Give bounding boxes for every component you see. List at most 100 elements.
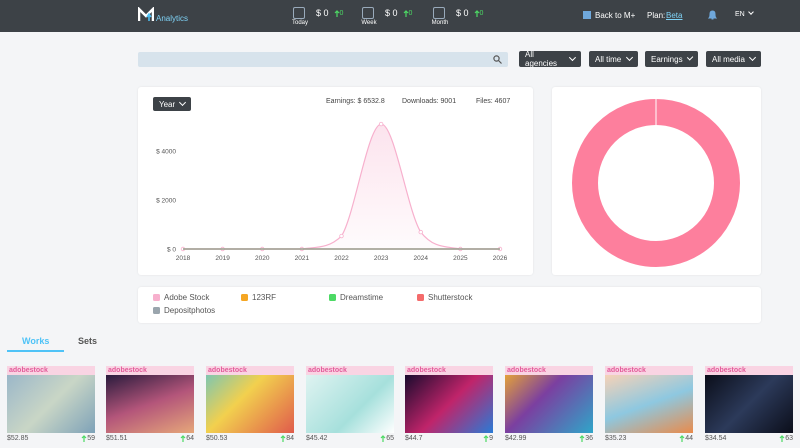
agency-label: adobestock [605,366,693,375]
up-arrow [679,435,685,442]
donut-segment [572,99,740,267]
arrow-shape [579,435,585,442]
filter-dropdown[interactable]: All agencies [519,50,581,68]
line-chart: $ 0 $ 2000 $ 4000 2018 2019 2020 2021 2022 2023 2… [156,121,508,262]
arrow-shape [779,435,785,442]
donut-chart [572,99,740,267]
up-arrow [180,435,186,442]
legend-item[interactable]: Adobe Stock [153,293,241,302]
up-arrow [334,9,339,17]
x-tick-label: 2025 [453,255,468,262]
arrow-shape [474,9,479,17]
legend-label: Adobe Stock [164,293,210,302]
arrow-shape [403,9,408,17]
y-tick-label: $ 2000 [156,198,176,205]
pie-card [552,87,761,275]
downloads-value: 64 [186,435,194,442]
legend-swatch [241,294,248,301]
work-card[interactable]: adobestock $42.99 36 [505,366,593,448]
legend-label: Dreamstime [340,293,384,302]
work-card[interactable]: adobestock $44.7 9 [405,366,493,448]
caret [686,54,694,61]
x-tick-label: 2019 [215,255,230,262]
caret [569,54,577,61]
x-tick-label: 2021 [295,255,310,262]
up-arrow [380,435,386,442]
work-footer: $45.42 65 [306,435,394,442]
period: Year [159,99,176,109]
work-card[interactable]: adobestock $35.23 44 [605,366,693,448]
stat-change: 0 [403,9,412,17]
work-card[interactable]: adobestock $45.42 65 [306,366,394,448]
work-footer: $42.99 36 [505,435,593,442]
work-price: $45.42 [306,435,328,442]
calendar-icon [362,7,374,19]
stat-change-value: 0 [339,9,344,17]
x-tick-label: 2022 [334,255,349,262]
language-caret [748,9,754,15]
legend-item[interactable]: Shutterstock [417,293,505,302]
work-price: $51.51 [106,435,128,442]
top-bar: Analytics Today $ 0 0 Week $ 0 0 Month $ 0 0 Bac… [0,0,800,32]
legend-item[interactable]: Depositphotos [153,306,241,315]
tab[interactable]: Works [22,336,50,346]
legend-label: Depositphotos [164,306,216,315]
work-card[interactable]: adobestock $51.51 64 [106,366,194,448]
work-card[interactable]: adobestock $34.54 63 [705,366,793,448]
downloads-value: 44 [685,435,693,442]
arrow-shape [483,435,489,442]
downloads-total: Downloads: 9001 [402,98,457,105]
plan-label: Plan: [647,11,666,20]
arrow-shape [380,435,386,442]
files-total: Files: 4607 [476,98,511,105]
downloads-value: 63 [785,435,793,442]
work-card[interactable]: adobestock $50.53 84 [206,366,294,448]
work-card[interactable]: adobestock $52.85 59 [7,366,95,448]
bell-icon[interactable] [708,10,717,20]
stat: Today $ 0 0 [292,7,344,26]
arrow-shape [334,9,339,17]
stat: Week $ 0 0 [361,7,412,26]
work-footer: $50.53 84 [206,435,294,442]
downloads-value: 84 [286,435,294,442]
stat-label: Month [431,20,449,26]
work-price: $42.99 [505,435,527,442]
filter-label: All media [712,54,745,64]
agency-label: adobestock [405,366,493,375]
series-line [183,123,500,250]
agency-label: adobestock [705,366,793,375]
back-link[interactable]: Back to M+ [595,11,636,20]
point [339,233,344,239]
downloads-value: 65 [386,435,394,442]
arrow-shape [679,435,685,442]
thumbnail [505,375,593,433]
legend-item[interactable]: Dreamstime [329,293,417,302]
filter-dropdown[interactable]: All media [706,51,761,67]
work-downloads: 36 [579,435,593,442]
filter-dropdown[interactable]: Earnings [645,51,698,67]
point [418,229,423,235]
stat: Month $ 0 0 [432,7,483,26]
period-dropdown[interactable]: Year [153,97,192,111]
work-footer: $44.7 9 [405,435,493,442]
agency-label: adobestock [206,366,294,375]
language[interactable]: EN [735,11,745,18]
filter-dropdown[interactable]: All time [589,51,638,67]
stat-value: $ 0 [316,8,329,18]
arrow-shape [81,435,87,442]
search-box[interactable] [138,52,508,67]
legend-item[interactable]: 123RF [241,293,329,302]
agency-label: adobestock [106,366,194,375]
plan-link[interactable]: Beta [666,11,683,20]
earnings-total: Earnings: $ 6532.8 [326,98,385,105]
caret [625,53,634,62]
work-price: $44.7 [405,435,423,442]
search-icon[interactable] [493,55,502,64]
up-arrow [779,435,785,442]
stat-change: 0 [334,9,344,17]
tab[interactable]: Sets [78,336,98,346]
active-tab-underline [7,350,64,352]
thumbnail [405,375,493,433]
work-price: $52.85 [7,435,29,442]
stat-value: $ 0 [385,8,398,18]
